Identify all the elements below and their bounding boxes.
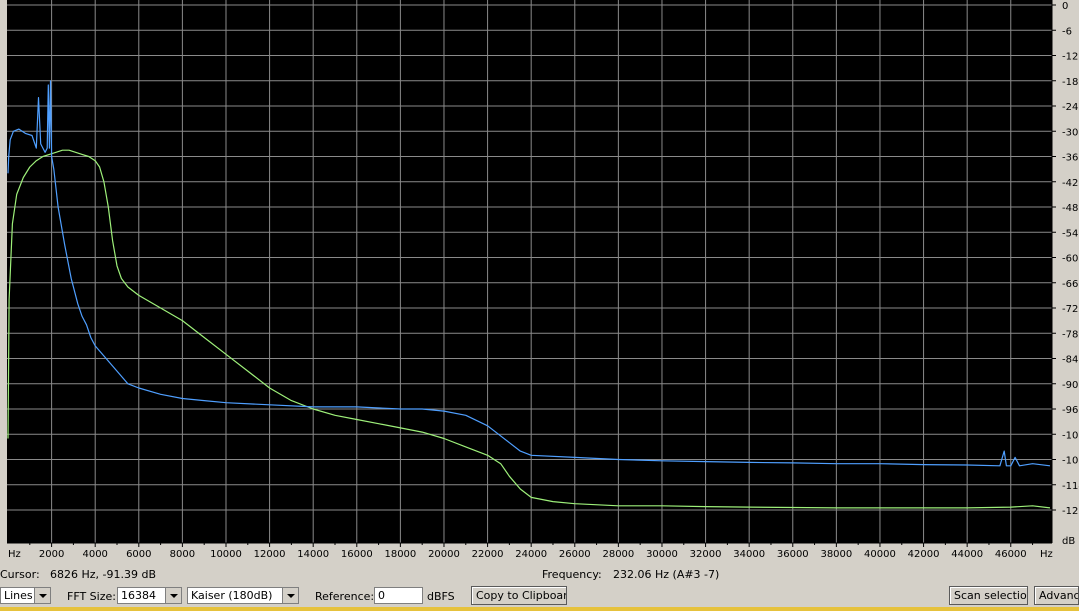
y-tick-label: -24	[1062, 102, 1078, 113]
x-tick-label: 12000	[254, 549, 286, 560]
copy-to-clipboard-button[interactable]: Copy to Clipboard	[471, 586, 567, 605]
y-tick-label: -30	[1062, 127, 1078, 138]
reference-unit: dBFS	[427, 590, 455, 603]
x-tick-label: 4000	[82, 549, 107, 560]
y-tick-label: -12	[1062, 52, 1078, 63]
x-tick-label: 34000	[733, 549, 765, 560]
x-tick-label: 6000	[126, 549, 151, 560]
y-unit-label: dB	[1062, 536, 1075, 547]
reference-label: Reference:	[315, 590, 375, 603]
y-tick-label: -60	[1062, 254, 1078, 265]
status-bar: Cursor: 6826 Hz, -91.39 dB Frequency: 23…	[0, 565, 1079, 583]
window-bottom-border	[0, 607, 1079, 611]
algorithm-select[interactable]: Lines	[0, 587, 51, 604]
y-tick-label: -114	[1062, 481, 1079, 492]
spectrum-chart[interactable]: 2000 4000 6000 8000 10000 12000 14000 16000 1800…	[0, 0, 1079, 562]
fft-size-select[interactable]: 16384	[117, 587, 182, 604]
x-tick-label: 44000	[951, 549, 983, 560]
chevron-down-icon[interactable]	[282, 588, 298, 603]
x-tick-label: 26000	[559, 549, 591, 560]
x-tick-label: 30000	[646, 549, 678, 560]
frequency-label: Frequency:	[542, 568, 602, 581]
x-tick-label: 2000	[39, 549, 64, 560]
y-tick-label: -96	[1062, 405, 1078, 416]
fft-size-value: 16384	[121, 589, 156, 602]
series-line-green	[7, 149, 1051, 509]
x-tick-label: 10000	[210, 549, 242, 560]
chevron-down-icon[interactable]	[34, 588, 50, 603]
x-tick-label: 24000	[515, 549, 547, 560]
window-value: Kaiser (180dB)	[191, 589, 273, 602]
algorithm-value: Lines	[4, 589, 33, 602]
x-tick-label: 32000	[690, 549, 722, 560]
x-unit-right-label: Hz	[1040, 549, 1053, 560]
y-tick-label: -54	[1062, 228, 1078, 239]
controls-bar: Lines FFT Size: 16384 Kaiser (180dB) Ref…	[0, 585, 1079, 607]
y-tick-label: -78	[1062, 329, 1078, 340]
x-tick-label: 42000	[908, 549, 940, 560]
frequency-value: 232.06 Hz (A#3 -7)	[613, 568, 720, 581]
window-select[interactable]: Kaiser (180dB)	[187, 587, 299, 604]
x-unit-left-label: Hz	[8, 549, 21, 560]
y-tick-label: -42	[1062, 178, 1078, 189]
y-tick-label: -84	[1062, 355, 1078, 366]
cursor-label: Cursor:	[0, 568, 40, 581]
x-tick-label: 36000	[777, 549, 809, 560]
x-tick-label: 20000	[428, 549, 460, 560]
series-line-blue	[7, 80, 1051, 467]
advanced-button[interactable]: Advanced	[1034, 586, 1079, 605]
cursor-value: 6826 Hz, -91.39 dB	[50, 568, 157, 581]
y-tick-label: -36	[1062, 153, 1078, 164]
y-tick-label: -72	[1062, 304, 1078, 315]
y-tick-label: -66	[1062, 279, 1078, 290]
plot-area	[7, 0, 1052, 543]
x-tick-label: 18000	[384, 549, 416, 560]
scan-selection-button[interactable]: Scan selection	[949, 586, 1028, 605]
x-tick-label: 22000	[472, 549, 504, 560]
reference-input[interactable]: 0	[374, 587, 423, 604]
y-tick-label: -108	[1062, 456, 1079, 467]
y-tick-label: -48	[1062, 203, 1078, 214]
x-tick-label: 28000	[602, 549, 634, 560]
x-tick-label: 46000	[995, 549, 1027, 560]
y-tick-label: 0	[1062, 1, 1068, 12]
x-tick-label: 40000	[864, 549, 896, 560]
x-tick-label: 8000	[170, 549, 195, 560]
x-tick-label: 38000	[820, 549, 852, 560]
chevron-down-icon[interactable]	[165, 588, 181, 603]
x-tick-label: 14000	[297, 549, 329, 560]
y-tick-label: -6	[1062, 26, 1072, 37]
y-tick-label: -90	[1062, 380, 1078, 391]
y-tick-label: -18	[1062, 77, 1078, 88]
reference-value: 0	[378, 589, 385, 602]
y-tick-label: -102	[1062, 430, 1079, 441]
spectrum-plot[interactable]: 2000 4000 6000 8000 10000 12000 14000 16000 1800…	[0, 0, 1079, 562]
x-tick-label: 16000	[341, 549, 373, 560]
y-tick-label: -120	[1062, 506, 1079, 517]
fft-size-label: FFT Size:	[67, 590, 116, 603]
